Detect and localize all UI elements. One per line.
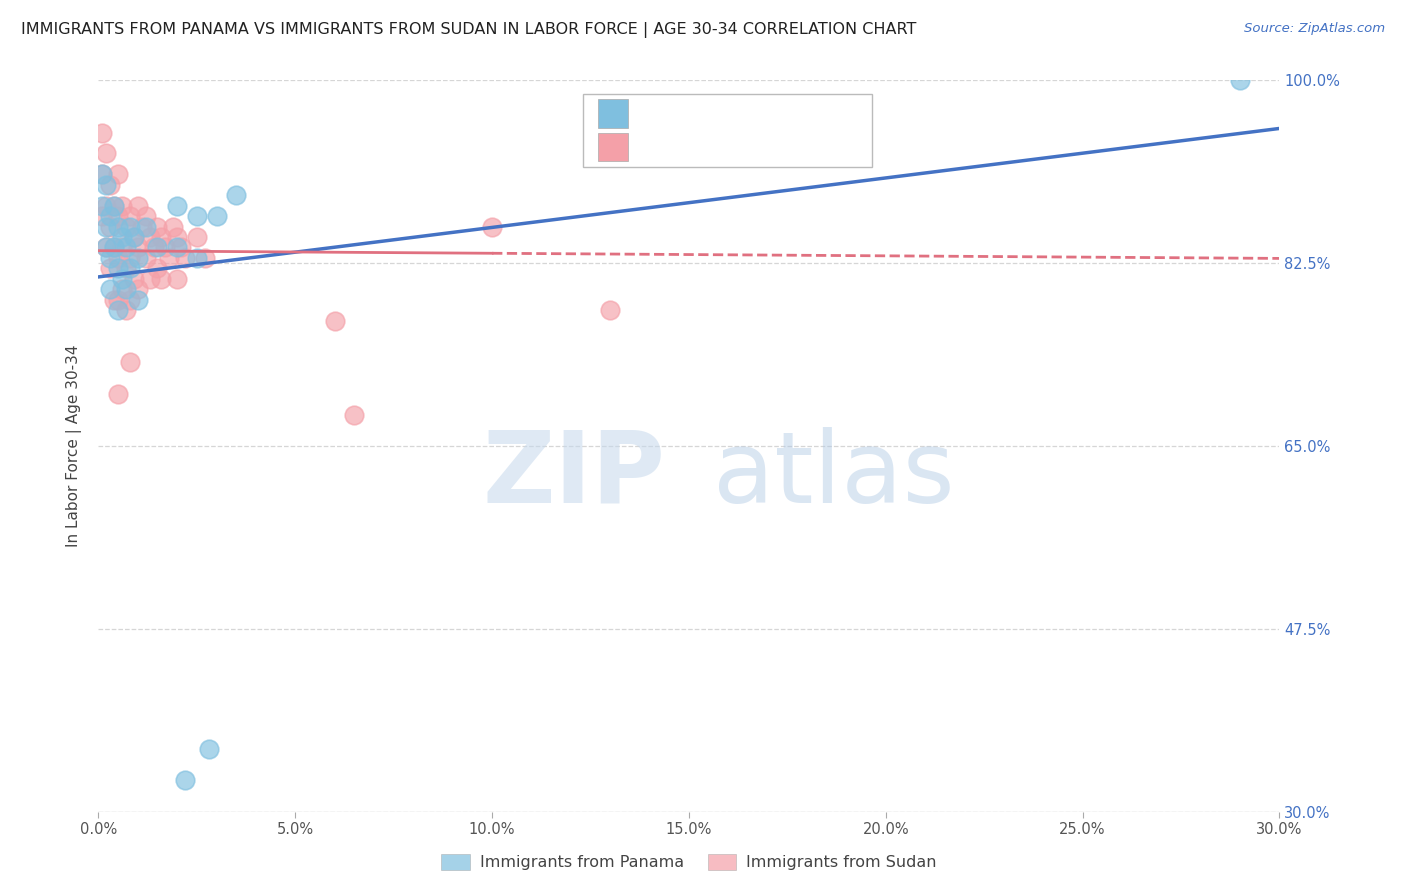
Point bbox=[107, 251, 129, 265]
Point bbox=[186, 230, 208, 244]
Text: ZIP: ZIP bbox=[482, 426, 665, 524]
Point bbox=[103, 199, 125, 213]
Legend: Immigrants from Panama, Immigrants from Sudan: Immigrants from Panama, Immigrants from … bbox=[434, 847, 943, 877]
Point bbox=[122, 272, 145, 286]
Point bbox=[91, 167, 114, 181]
Point bbox=[194, 251, 217, 265]
Point bbox=[98, 209, 121, 223]
Point bbox=[103, 240, 125, 254]
Point bbox=[170, 240, 193, 254]
Point bbox=[138, 230, 160, 244]
Point bbox=[323, 313, 346, 327]
Point bbox=[174, 773, 197, 788]
Y-axis label: In Labor Force | Age 30-34: In Labor Force | Age 30-34 bbox=[66, 344, 83, 548]
Point bbox=[186, 209, 208, 223]
Point bbox=[150, 230, 173, 244]
Point bbox=[107, 386, 129, 401]
Point bbox=[118, 261, 141, 276]
Point bbox=[91, 209, 114, 223]
Point bbox=[205, 209, 228, 223]
Point bbox=[118, 355, 141, 369]
Point bbox=[142, 240, 165, 254]
Point bbox=[111, 272, 134, 286]
Point bbox=[118, 293, 141, 307]
Text: IMMIGRANTS FROM PANAMA VS IMMIGRANTS FROM SUDAN IN LABOR FORCE | AGE 30-34 CORRE: IMMIGRANTS FROM PANAMA VS IMMIGRANTS FRO… bbox=[21, 22, 917, 38]
Point bbox=[103, 199, 125, 213]
Point bbox=[157, 251, 180, 265]
Point bbox=[135, 219, 157, 234]
Point bbox=[166, 240, 188, 254]
Point bbox=[111, 199, 134, 213]
Point bbox=[98, 178, 121, 192]
Point bbox=[107, 167, 129, 181]
Point bbox=[107, 303, 129, 318]
Point bbox=[146, 240, 169, 254]
Point bbox=[197, 742, 219, 756]
Point bbox=[481, 219, 503, 234]
Point bbox=[122, 230, 145, 244]
Point bbox=[115, 261, 138, 276]
Point bbox=[162, 219, 184, 234]
Point bbox=[131, 219, 153, 234]
Point bbox=[115, 282, 138, 296]
Point bbox=[103, 293, 125, 307]
Point bbox=[127, 251, 149, 265]
Point bbox=[166, 272, 188, 286]
Point bbox=[98, 219, 121, 234]
Point bbox=[118, 251, 141, 265]
Point bbox=[107, 209, 129, 223]
Point bbox=[127, 240, 149, 254]
Point bbox=[127, 282, 149, 296]
Point bbox=[107, 261, 129, 276]
Point bbox=[103, 240, 125, 254]
Point bbox=[127, 293, 149, 307]
Point bbox=[1229, 73, 1251, 87]
Point bbox=[122, 230, 145, 244]
Point bbox=[166, 230, 188, 244]
Point bbox=[98, 261, 121, 276]
Point bbox=[98, 282, 121, 296]
Point bbox=[146, 219, 169, 234]
Point bbox=[166, 199, 188, 213]
Text: atlas: atlas bbox=[713, 426, 955, 524]
Point bbox=[150, 272, 173, 286]
Point bbox=[174, 251, 197, 265]
Point bbox=[118, 209, 141, 223]
Point bbox=[135, 251, 157, 265]
Point bbox=[225, 188, 247, 202]
Point bbox=[146, 261, 169, 276]
Text: Source: ZipAtlas.com: Source: ZipAtlas.com bbox=[1244, 22, 1385, 36]
Point bbox=[599, 303, 621, 318]
Point bbox=[96, 199, 118, 213]
Point bbox=[135, 209, 157, 223]
Point bbox=[115, 240, 138, 254]
Point bbox=[127, 199, 149, 213]
Point bbox=[96, 240, 118, 254]
Point bbox=[91, 199, 114, 213]
Point bbox=[118, 219, 141, 234]
Point bbox=[343, 408, 366, 422]
Point bbox=[155, 240, 177, 254]
Point bbox=[91, 167, 114, 181]
Point bbox=[115, 219, 138, 234]
Point bbox=[107, 219, 129, 234]
Text: R =  0.285   N = 33: R = 0.285 N = 33 bbox=[640, 104, 803, 122]
Point bbox=[186, 251, 208, 265]
Text: R = -0.007   N = 56: R = -0.007 N = 56 bbox=[640, 138, 803, 156]
Point bbox=[91, 126, 114, 140]
Point bbox=[138, 272, 160, 286]
Point bbox=[115, 303, 138, 318]
Point bbox=[98, 251, 121, 265]
Point bbox=[111, 240, 134, 254]
Point bbox=[111, 230, 134, 244]
Point bbox=[96, 146, 118, 161]
Point bbox=[111, 282, 134, 296]
Point bbox=[96, 178, 118, 192]
Point bbox=[96, 219, 118, 234]
Point bbox=[96, 240, 118, 254]
Point bbox=[107, 293, 129, 307]
